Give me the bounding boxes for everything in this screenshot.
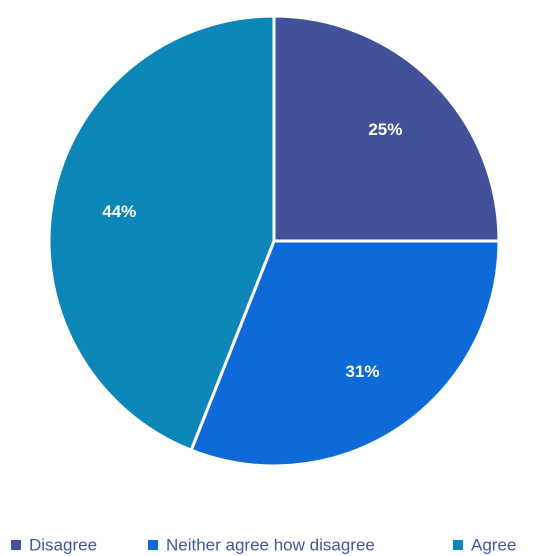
pie-slices	[47, 14, 501, 468]
data-label-neither-agree-how-disagree: 31%	[346, 362, 380, 381]
legend-swatch-neither-agree-how-disagree	[148, 540, 158, 550]
legend-swatch-disagree	[11, 540, 21, 550]
pie-slice-agree	[47, 14, 276, 452]
legend: Disagree Neither agree how disagree Agree	[11, 536, 516, 555]
pie-slice-neither-agree-how-disagree	[189, 239, 501, 468]
pie-slice-disagree	[272, 14, 501, 243]
data-label-disagree: 25%	[368, 120, 402, 139]
legend-label-agree: Agree	[471, 536, 516, 555]
legend-label-disagree: Disagree	[29, 536, 97, 555]
slice-labels: 25% 31% 44%	[102, 120, 402, 381]
legend-swatch-agree	[453, 540, 463, 550]
legend-label-neither-agree-how-disagree: Neither agree how disagree	[166, 536, 375, 555]
data-label-agree: 44%	[102, 202, 136, 221]
